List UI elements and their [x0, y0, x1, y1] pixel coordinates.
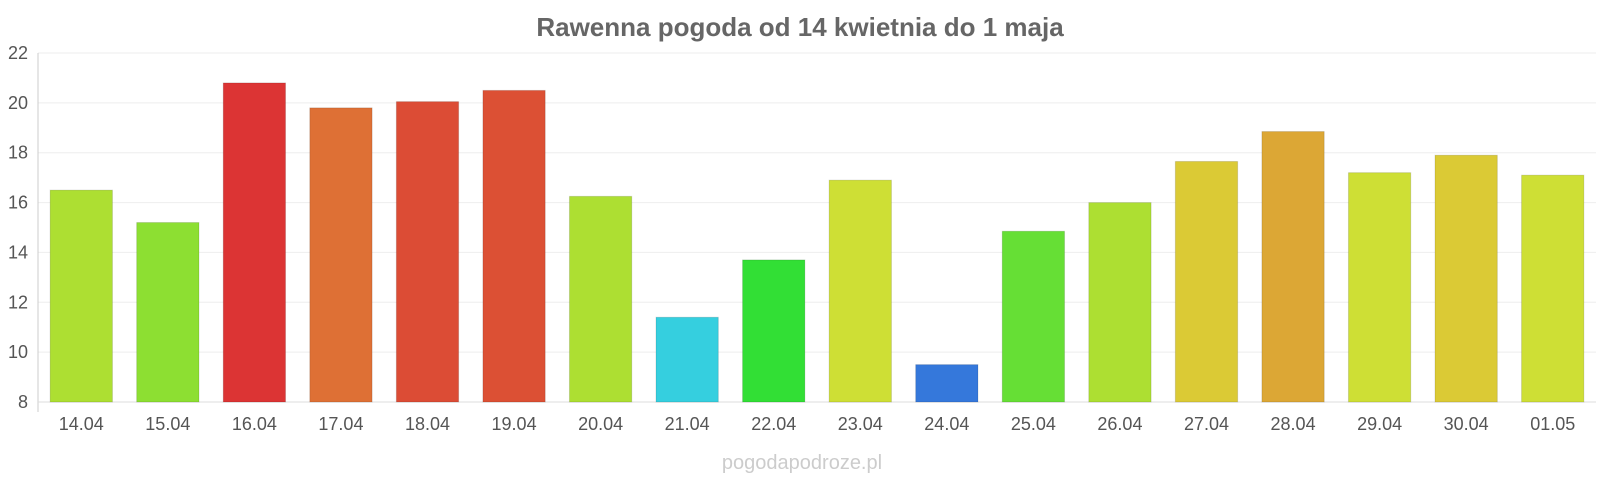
x-tick-label: 22.04 [751, 414, 796, 434]
watermark: pogodapodroze.pl [722, 452, 882, 474]
x-tick-label: 28.04 [1271, 414, 1316, 434]
x-tick-label: 19.04 [492, 414, 537, 434]
bar [568, 195, 633, 403]
bar [1261, 131, 1325, 403]
bar [482, 89, 546, 403]
x-tick-label: 30.04 [1444, 414, 1489, 434]
bar [828, 179, 892, 403]
y-tick-label: 18 [8, 143, 28, 163]
bar [655, 316, 719, 403]
x-tick-label: 23.04 [838, 414, 883, 434]
y-tick-label: 8 [18, 392, 28, 412]
y-tick-label: 20 [8, 93, 28, 113]
bar [915, 364, 979, 403]
chart-title: Rawenna pogoda od 14 kwietnia do 1 maja [536, 12, 1064, 42]
bar [395, 101, 460, 403]
x-tick-label: 25.04 [1011, 414, 1056, 434]
x-tick-label: 26.04 [1097, 414, 1142, 434]
x-tick-label: 17.04 [318, 414, 363, 434]
x-tick-label: 15.04 [145, 414, 190, 434]
y-tick-label: 16 [8, 193, 28, 213]
y-axis-ticks: 8 10 12 14 16 18 20 22 [8, 43, 28, 412]
bar [1521, 174, 1585, 403]
x-tick-label: 21.04 [665, 414, 710, 434]
bar [1174, 160, 1239, 403]
x-axis-ticks: 14.04 15.04 16.04 17.04 18.04 19.04 20.04 21.04… [59, 414, 1575, 434]
grid-lines [38, 52, 1596, 353]
y-tick-label: 12 [8, 292, 28, 312]
x-tick-label: 18.04 [405, 414, 450, 434]
bar [1001, 230, 1066, 403]
bar [1088, 202, 1152, 403]
bar [136, 222, 200, 403]
x-tick-label: 29.04 [1357, 414, 1402, 434]
x-tick-label: 27.04 [1184, 414, 1229, 434]
bar [309, 107, 373, 403]
x-tick-label: 20.04 [578, 414, 623, 434]
bar [742, 259, 806, 403]
x-tick-label: 14.04 [59, 414, 104, 434]
x-tick-label: 24.04 [924, 414, 969, 434]
bar [1347, 172, 1412, 403]
x-tick-label: 16.04 [232, 414, 277, 434]
bar [222, 82, 287, 403]
bars [49, 82, 1585, 403]
bar [1434, 154, 1498, 403]
y-tick-label: 10 [8, 342, 28, 362]
bar [49, 189, 113, 403]
x-tick-label: 01.05 [1530, 414, 1575, 434]
y-tick-label: 14 [8, 242, 28, 262]
axes [37, 53, 1596, 412]
y-tick-label: 22 [8, 43, 28, 63]
